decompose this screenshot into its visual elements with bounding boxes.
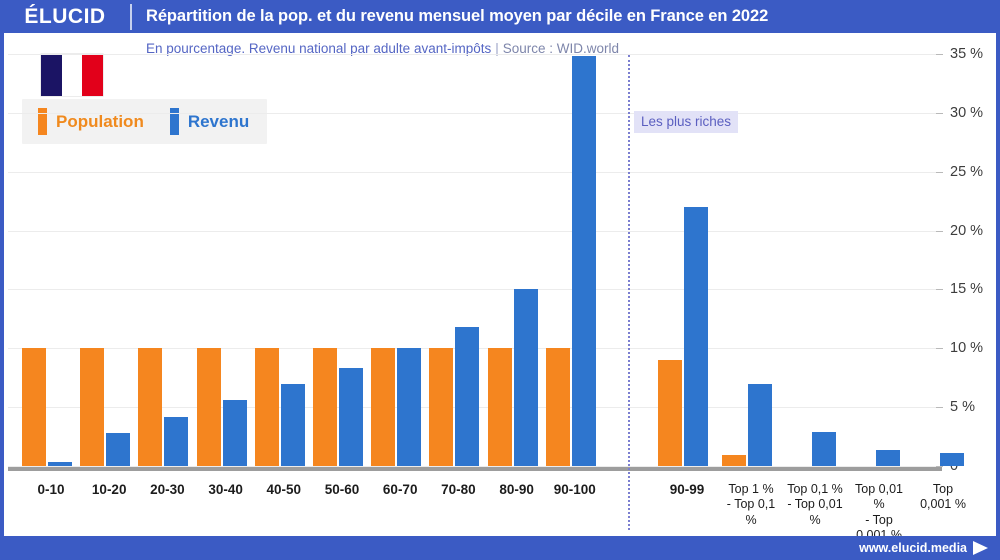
header-bar: ÉLUCID Répartition de la pop. et du reve…: [0, 0, 1000, 33]
x-axis-label: 0-10: [37, 482, 65, 497]
x-axis-label: Top 0,1 % - Top 0,01 %: [787, 482, 843, 527]
flag-band-red: [82, 54, 104, 96]
y-axis-tick: [936, 54, 943, 55]
bar-population[interactable]: [22, 348, 46, 466]
bar-revenu[interactable]: [876, 449, 900, 466]
gridline: [8, 112, 938, 114]
x-axis-label: 10-20: [91, 482, 127, 497]
bar-revenu[interactable]: [455, 327, 480, 466]
bar-revenu[interactable]: [684, 207, 708, 466]
y-axis-label: 30 %: [950, 104, 984, 121]
page-title: Répartition de la pop. et du revenu mens…: [146, 7, 769, 25]
legend-swatch-population: [38, 108, 47, 135]
bar-population[interactable]: [313, 348, 337, 466]
bar-revenu[interactable]: [940, 453, 964, 466]
x-axis-label: Top 0,001 %: [920, 482, 966, 512]
legend-item-population[interactable]: Population: [38, 108, 144, 135]
x-axis-label: Top 1 % - Top 0,1 %: [726, 482, 776, 527]
chart-legend: Population Revenu: [22, 99, 268, 144]
x-axis-label: 40-50: [266, 482, 302, 497]
bar-revenu[interactable]: [280, 383, 305, 466]
footer-site-label[interactable]: www.elucid.media: [859, 541, 967, 555]
logo-divider: [130, 3, 132, 30]
gridline: [8, 171, 938, 173]
y-axis-tick: [936, 466, 943, 467]
y-axis-label: 5 %: [950, 399, 975, 416]
bar-population[interactable]: [429, 348, 454, 466]
x-axis-baseline: [8, 466, 942, 471]
bar-population[interactable]: [196, 348, 221, 466]
bar-population[interactable]: [254, 348, 279, 466]
bar-population[interactable]: [722, 455, 746, 466]
flag-band-blue: [41, 54, 62, 96]
annotation-richest: Les plus riches: [634, 111, 739, 133]
chart-canvas: En pourcentage. Revenu national par adul…: [4, 33, 996, 560]
x-axis-label: Top 0,01 % - Top 0,001 %: [855, 482, 903, 542]
bar-population[interactable]: [487, 348, 512, 466]
france-flag-icon: [41, 54, 104, 96]
bar-population[interactable]: [545, 348, 570, 466]
bar-revenu[interactable]: [513, 289, 538, 466]
x-axis-label: 80-90: [499, 482, 534, 497]
x-axis-label: 90-100: [553, 482, 596, 497]
bar-population[interactable]: [658, 360, 682, 466]
elucid-logo: ÉLUCID: [24, 4, 106, 28]
bar-revenu[interactable]: [571, 56, 596, 466]
y-axis-label: 10 %: [950, 340, 984, 357]
plot-area: 0 5 % 10 % 15 % 20 % 25 % 30 % 35 %: [8, 46, 983, 474]
x-axis-label: 20-30: [150, 482, 185, 497]
bar-population[interactable]: [371, 348, 396, 466]
footer-bar: www.elucid.media: [0, 536, 1000, 560]
bar-population[interactable]: [80, 348, 105, 466]
x-axis-label: 70-80: [441, 482, 476, 497]
bar-revenu[interactable]: [339, 368, 363, 466]
arrow-icon: [973, 541, 988, 555]
y-axis-label: 0: [950, 458, 959, 474]
gridline: [8, 54, 938, 55]
bar-revenu[interactable]: [164, 416, 189, 466]
y-axis-tick: [936, 407, 943, 409]
legend-label-population: Population: [56, 111, 144, 131]
x-axis-label: 50-60: [324, 482, 360, 497]
x-axis-label: 30-40: [208, 482, 243, 497]
legend-label-revenu: Revenu: [187, 111, 250, 131]
bar-revenu[interactable]: [48, 462, 72, 466]
y-axis-tick: [936, 230, 943, 232]
subtitle-source: Source : WID.world: [502, 41, 620, 56]
y-axis-tick: [936, 171, 943, 173]
bar-population[interactable]: [138, 348, 163, 466]
bar-revenu[interactable]: [812, 431, 836, 466]
bar-revenu[interactable]: [222, 400, 247, 466]
chart-subtitle: En pourcentage. Revenu national par adul…: [146, 41, 619, 56]
bar-revenu[interactable]: [748, 383, 772, 466]
gridline: [8, 466, 938, 467]
y-axis-tick: [936, 289, 943, 291]
y-axis-label: 35 %: [950, 46, 984, 62]
bar-revenu[interactable]: [106, 433, 131, 466]
x-axis-label: 60-70: [382, 482, 418, 497]
bar-revenu[interactable]: [397, 348, 422, 466]
y-axis-label: 25 %: [950, 163, 984, 180]
panel-divider: [628, 55, 630, 530]
x-axis-label: 90-99: [669, 482, 705, 497]
y-axis-label: 15 %: [950, 281, 984, 298]
flag-band-white: [61, 54, 83, 96]
gridline: [8, 289, 938, 291]
y-axis-tick: [936, 112, 943, 114]
y-axis-tick: [936, 348, 943, 350]
legend-item-revenu[interactable]: Revenu: [169, 108, 250, 135]
y-axis-label: 20 %: [950, 222, 984, 239]
subtitle-separator: |: [495, 41, 499, 56]
gridline: [8, 230, 938, 232]
legend-swatch-revenu: [169, 108, 179, 135]
subtitle-text: En pourcentage. Revenu national par adul…: [146, 41, 492, 56]
